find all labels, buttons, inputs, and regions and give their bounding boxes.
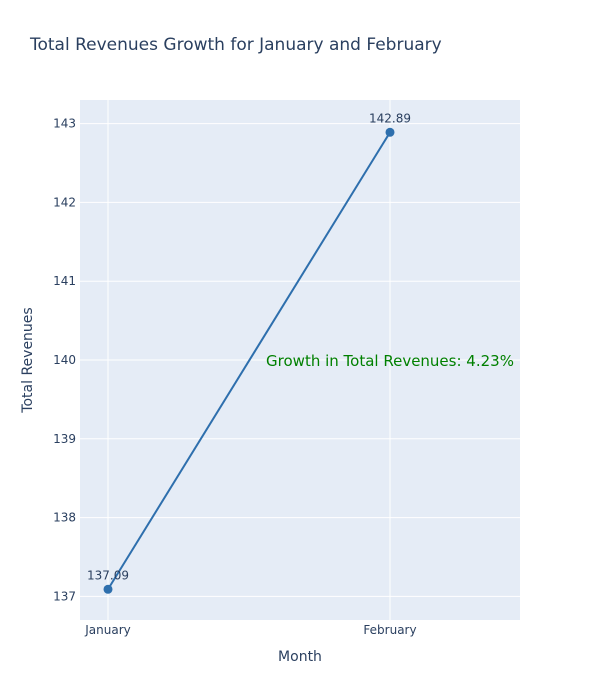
y-tick-label: 143 (53, 117, 76, 131)
grid (80, 100, 520, 620)
x-tick-label: February (363, 623, 416, 637)
data-label: 142.89 (369, 111, 411, 125)
growth-annotation: Growth in Total Revenues: 4.23% (266, 352, 514, 370)
y-tick-label: 141 (53, 274, 76, 288)
x-axis-title: Month (278, 649, 322, 665)
chart-title: Total Revenues Growth for January and Fe… (29, 35, 442, 55)
series-layer (103, 127, 395, 594)
series-line (107, 131, 391, 590)
data-labels: 137.09 142.89 (87, 111, 411, 582)
y-tick-label: 140 (53, 353, 76, 367)
y-tick-label: 138 (53, 511, 76, 525)
x-tick-label: January (84, 623, 131, 637)
x-axis-ticks: January February (84, 623, 416, 637)
y-tick-label: 139 (53, 432, 76, 446)
y-tick-label: 142 (53, 195, 76, 209)
data-label: 137.09 (87, 568, 129, 582)
data-point (103, 584, 113, 594)
data-point (385, 127, 395, 137)
y-axis-ticks: 137 138 139 140 141 142 143 (53, 117, 76, 604)
y-axis-title: Total Revenues (20, 307, 36, 413)
y-tick-label: 137 (53, 589, 76, 603)
